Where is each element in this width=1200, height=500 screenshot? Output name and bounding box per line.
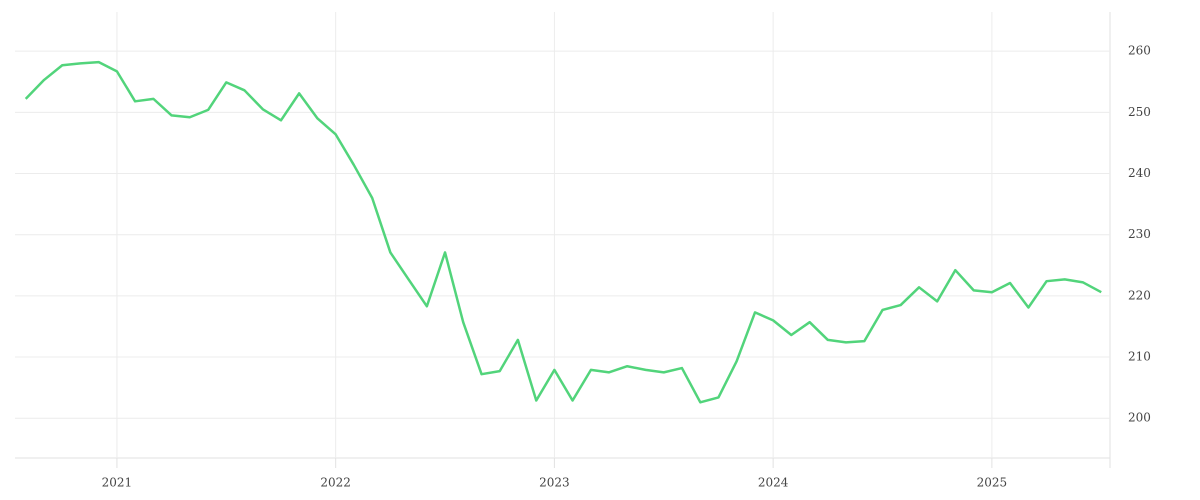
x-tick-label: 2021 xyxy=(102,476,133,490)
y-tick-label: 200 xyxy=(1128,411,1151,425)
y-tick-label: 240 xyxy=(1128,166,1151,180)
y-tick-label: 230 xyxy=(1128,227,1151,241)
x-tick-label: 2024 xyxy=(758,476,789,490)
x-tick-label: 2025 xyxy=(977,476,1008,490)
x-tick-label: 2022 xyxy=(320,476,351,490)
y-tick-label: 220 xyxy=(1128,288,1151,302)
y-tick-label: 250 xyxy=(1128,105,1151,119)
y-tick-label: 260 xyxy=(1128,44,1151,58)
data-line xyxy=(24,60,1102,404)
y-tick-label: 210 xyxy=(1128,350,1151,364)
x-tick-label: 2023 xyxy=(539,476,570,490)
